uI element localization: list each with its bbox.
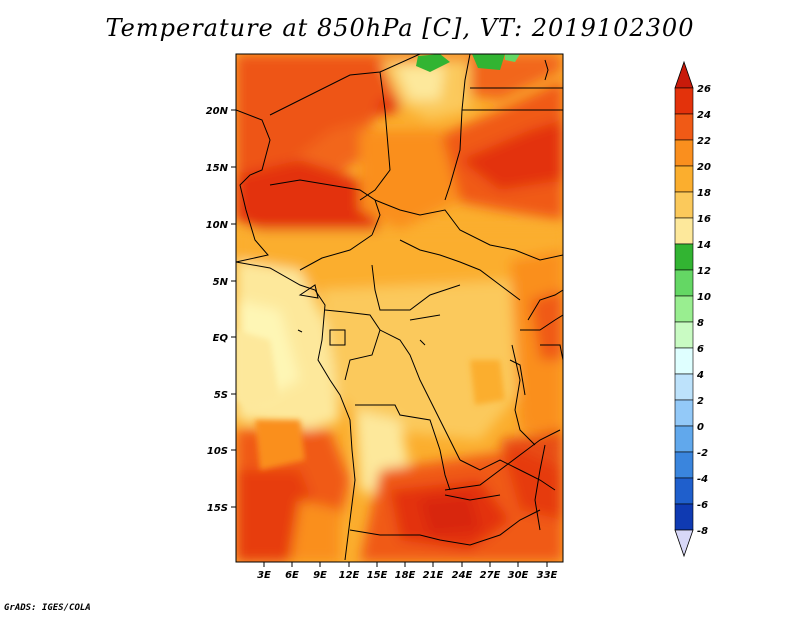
colorbar-label: 14 — [697, 240, 711, 251]
colorbar-label: 18 — [697, 188, 711, 199]
lon-label-30e: 30E — [508, 570, 529, 581]
lon-label-27e: 27E — [480, 570, 501, 581]
colorbar-swatch-5 — [674, 217, 694, 245]
lat-label-eq: EQ — [213, 333, 229, 344]
lon-label-33e: 33E — [537, 570, 558, 581]
lon-label-6e: 6E — [285, 570, 299, 581]
colorbar-swatch-8 — [674, 295, 694, 323]
colorbar-swatch-0 — [674, 87, 694, 115]
colorbar-swatch-3 — [674, 165, 694, 193]
lon-label-12e: 12E — [339, 570, 360, 581]
lat-label-5n: 5N — [213, 277, 229, 288]
colorbar-swatch-2 — [674, 139, 694, 167]
colorbar-swatch-4 — [674, 191, 694, 219]
colorbar-label: 16 — [697, 214, 711, 225]
lon-label-21e: 21E — [423, 570, 444, 581]
temperature-field — [236, 54, 563, 562]
colorbar-label: 10 — [697, 292, 711, 303]
map-frame — [235, 53, 564, 563]
map-title: Temperature at 850hPa [C], VT: 201910230… — [105, 14, 695, 42]
lon-label-18e: 18E — [395, 570, 416, 581]
footer-credit: GrADS: IGES/COLA — [4, 603, 91, 613]
lat-label-15s: 15S — [207, 503, 228, 514]
colorbar-label: 12 — [697, 266, 711, 277]
colorbar-bottom-arrow — [674, 529, 694, 558]
colorbar-label: 4 — [696, 370, 704, 381]
colorbar-swatch-1 — [674, 113, 694, 141]
colorbar-swatch-7 — [674, 269, 694, 297]
lon-axis: 3E 6E 9E 12E 15E 18E 21E 24E 27E 30E 33E — [257, 562, 558, 581]
colorbar-swatch-15 — [674, 477, 694, 505]
lat-label-10n: 10N — [206, 220, 229, 231]
lat-label-20n: 20N — [206, 106, 229, 117]
colorbar-swatch-13 — [674, 425, 694, 453]
colorbar-label: 26 — [697, 84, 711, 95]
colorbar-label: -8 — [697, 526, 708, 537]
lat-axis: 20N 15N 10N 5N EQ 5S 10S 15S — [206, 106, 236, 514]
colorbar-label: 0 — [697, 422, 704, 433]
colorbar: 26 24 22 20 18 16 14 12 10 8 6 4 2 0 -2 … — [674, 60, 711, 558]
colorbar-swatch-16 — [674, 503, 694, 531]
lon-label-15e: 15E — [367, 570, 388, 581]
colorbar-label: 20 — [697, 162, 711, 173]
lat-label-10s: 10S — [207, 446, 228, 457]
colorbar-top-arrow — [674, 60, 694, 89]
colorbar-label: 2 — [697, 396, 704, 407]
colorbar-swatch-11 — [674, 373, 694, 401]
country-borders — [236, 54, 563, 561]
colorbar-swatch-9 — [674, 321, 694, 349]
lat-label-5s: 5S — [214, 390, 228, 401]
colorbar-label: -4 — [697, 474, 708, 485]
colorbar-label: 6 — [697, 344, 704, 355]
colorbar-label: -6 — [697, 500, 708, 511]
colorbar-label: 22 — [697, 136, 711, 147]
lon-label-3e: 3E — [257, 570, 271, 581]
colorbar-label: -2 — [697, 448, 708, 459]
colorbar-swatch-12 — [674, 399, 694, 427]
lon-label-24e: 24E — [452, 570, 473, 581]
lon-label-9e: 9E — [313, 570, 327, 581]
colorbar-swatch-6 — [674, 243, 694, 271]
lat-label-15n: 15N — [206, 163, 229, 174]
colorbar-label: 24 — [697, 110, 711, 121]
colorbar-swatch-14 — [674, 451, 694, 479]
colorbar-label: 8 — [697, 318, 704, 329]
colorbar-swatch-10 — [674, 347, 694, 375]
